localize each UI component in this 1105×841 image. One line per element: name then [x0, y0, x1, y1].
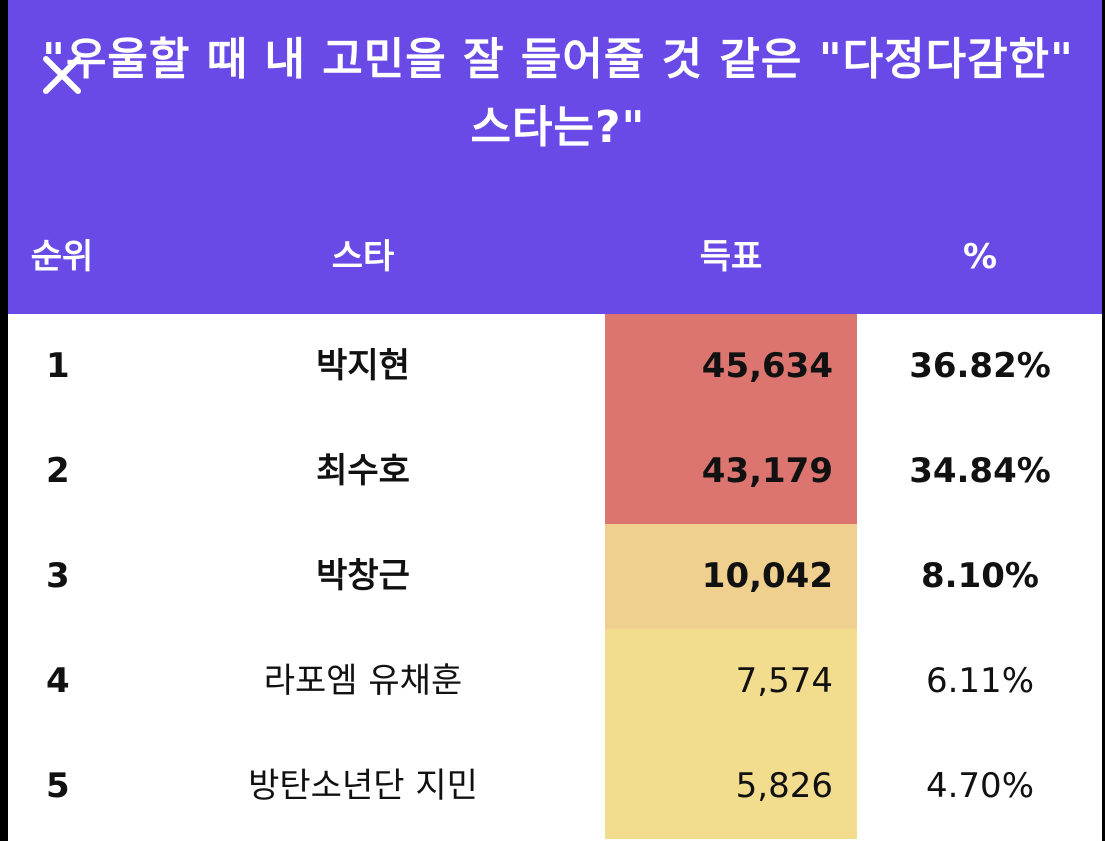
percent-cell: 4.70%	[925, 766, 1034, 806]
votes-cell: 45,634	[701, 346, 833, 386]
ranking-card: "우울할 때 내 고민을 잘 들어줄 것 같은 "다정다감한" 스타는?" 순위…	[8, 0, 1102, 841]
close-button[interactable]	[36, 47, 90, 101]
poll-title: "우울할 때 내 고민을 잘 들어줄 것 같은 "다정다감한" 스타는?"	[42, 34, 1074, 153]
votes-heat-cell	[605, 419, 857, 524]
column-header-percent: %	[962, 237, 998, 277]
rank-cell: 5	[46, 766, 70, 806]
percent-cell: 8.10%	[921, 556, 1039, 596]
table-row: 1 박지현 45,634 36.82%	[8, 314, 1102, 419]
percent-cell: 36.82%	[909, 346, 1051, 386]
star-name-cell: 방탄소년단 지민	[248, 766, 478, 806]
table-row: 2 최수호 43,179 34.84%	[8, 419, 1102, 524]
column-header-star: 스타	[331, 237, 395, 277]
header-banner: "우울할 때 내 고민을 잘 들어줄 것 같은 "다정다감한" 스타는?" 순위…	[8, 0, 1102, 314]
votes-heat-cell	[605, 734, 857, 839]
table-row: 3 박창근 10,042 8.10%	[8, 524, 1102, 629]
votes-heat-cell	[605, 629, 857, 734]
votes-cell: 10,042	[701, 556, 833, 596]
votes-cell: 5,826	[735, 766, 833, 806]
close-icon	[43, 56, 81, 94]
star-name-cell: 박창근	[316, 556, 410, 596]
percent-cell: 34.84%	[909, 451, 1051, 491]
votes-cell: 43,179	[701, 451, 833, 491]
rank-cell: 1	[46, 346, 70, 386]
rank-cell: 2	[46, 451, 70, 491]
table-row: 5 방탄소년단 지민 5,826 4.70%	[8, 734, 1102, 839]
votes-heat-cell	[605, 524, 857, 629]
star-name-cell: 최수호	[316, 451, 410, 491]
star-name-cell: 박지현	[316, 346, 410, 386]
column-header-rank: 순위	[30, 237, 94, 277]
star-name-cell: 라포엠 유채훈	[263, 661, 463, 701]
rank-cell: 3	[46, 556, 70, 596]
percent-cell: 6.11%	[925, 661, 1034, 701]
votes-cell: 7,574	[735, 661, 833, 701]
column-header-votes: 득표	[699, 237, 763, 277]
table-row: 4 라포엠 유채훈 7,574 6.11%	[8, 629, 1102, 734]
rank-cell: 4	[46, 661, 70, 701]
votes-heat-cell	[605, 314, 857, 419]
